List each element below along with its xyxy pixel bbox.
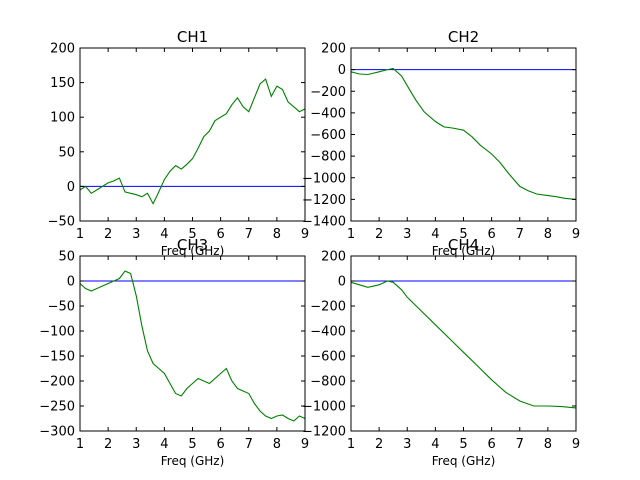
y-tick-label: 0 bbox=[67, 180, 75, 195]
chart-ch3: 1 2 3 4 5 6 7 8 9−300−250−200−150−100−50050CH3Fr… bbox=[39, 236, 309, 468]
x-tick-label: 2 bbox=[375, 227, 383, 242]
chart-ch4: 1 2 3 4 5 6 7 8 9−1200−1000−800−600−400−2000200C… bbox=[302, 236, 580, 468]
x-tick-label: 6 bbox=[487, 227, 495, 242]
x-tick-label: 1 bbox=[347, 227, 355, 242]
x-tick-label: 7 bbox=[516, 227, 524, 242]
x-tick-label: 5 bbox=[459, 227, 467, 242]
chart-ch2: 1 2 3 4 5 6 7 8 9−1400−1200−1000−800−600−400−200… bbox=[302, 28, 580, 258]
y-tick-label: −50 bbox=[48, 300, 75, 315]
x-tick-label: 7 bbox=[245, 437, 253, 452]
axes-frame bbox=[79, 47, 306, 222]
x-axis-label: Freq (GHz) bbox=[161, 244, 225, 258]
x-tick-label: 1 bbox=[76, 437, 84, 452]
y-tick-label: −1000 bbox=[302, 171, 346, 186]
axes-frame bbox=[79, 255, 306, 432]
chart-ch1: 1 2 3 4 5 6 7 8 9 −50 0 50 100 150 200 CH1 Freq (GHz) bbox=[48, 28, 310, 258]
x-tick-label: 7 bbox=[516, 437, 524, 452]
y-tick-label: −100 bbox=[39, 325, 75, 340]
y-tick-label: −200 bbox=[310, 300, 346, 315]
y-tick-label: 50 bbox=[58, 145, 75, 160]
x-tick-label: 1 bbox=[76, 227, 84, 242]
y-tick-label: 200 bbox=[50, 42, 75, 57]
x-tick-label: 4 bbox=[431, 437, 439, 452]
chart-title: CH4 bbox=[448, 236, 479, 254]
x-tick-label: 9 bbox=[301, 227, 309, 242]
x-tick-label: 3 bbox=[132, 227, 140, 242]
y-tick-label: −50 bbox=[48, 215, 75, 230]
x-tick-label: 7 bbox=[245, 227, 253, 242]
x-tick-label: 3 bbox=[403, 227, 411, 242]
measured-line bbox=[351, 280, 576, 409]
x-tick-label: 6 bbox=[487, 437, 495, 452]
y-tick-label: −800 bbox=[310, 150, 346, 165]
x-tick-label: 8 bbox=[273, 227, 281, 242]
x-tick-label: 4 bbox=[160, 227, 168, 242]
x-tick-label: 3 bbox=[403, 437, 411, 452]
x-tick-label: 1 bbox=[347, 437, 355, 452]
x-tick-label: 5 bbox=[188, 437, 196, 452]
y-tick-label: −400 bbox=[310, 325, 346, 340]
y-tick-label: −250 bbox=[39, 400, 75, 415]
x-tick-label: 9 bbox=[301, 437, 309, 452]
y-tick-label: −1200 bbox=[302, 193, 346, 208]
measured-line bbox=[80, 270, 305, 422]
y-tick-label: 200 bbox=[321, 250, 346, 265]
y-tick-label: 50 bbox=[58, 250, 75, 265]
y-tick-label: 0 bbox=[67, 275, 75, 290]
measured-line bbox=[351, 67, 576, 200]
y-tick-label: 0 bbox=[338, 63, 346, 78]
y-tick-label: −600 bbox=[310, 128, 346, 143]
x-tick-label: 3 bbox=[132, 437, 140, 452]
y-tick-label: 100 bbox=[50, 111, 75, 126]
y-tick-label: −1400 bbox=[302, 215, 346, 230]
x-tick-label: 6 bbox=[216, 437, 224, 452]
y-tick-label: −1000 bbox=[302, 400, 346, 415]
y-tick-label: −150 bbox=[39, 350, 75, 365]
y-tick-label: 0 bbox=[338, 275, 346, 290]
y-tick-label: −600 bbox=[310, 350, 346, 365]
x-tick-label: 5 bbox=[188, 227, 196, 242]
x-tick-label: 6 bbox=[216, 227, 224, 242]
x-tick-label: 8 bbox=[273, 437, 281, 452]
x-tick-label: 8 bbox=[544, 227, 552, 242]
y-tick-label: 200 bbox=[321, 42, 346, 57]
x-tick-label: 9 bbox=[572, 227, 580, 242]
x-tick-label: 2 bbox=[104, 437, 112, 452]
x-tick-label: 5 bbox=[459, 437, 467, 452]
x-axis-label: Freq (GHz) bbox=[432, 244, 496, 258]
x-tick-label: 9 bbox=[572, 437, 580, 452]
y-tick-label: −400 bbox=[310, 106, 346, 121]
chart-title: CH1 bbox=[177, 28, 208, 46]
y-tick-label: 150 bbox=[50, 76, 75, 91]
y-tick-label: −800 bbox=[310, 375, 346, 390]
measured-line bbox=[80, 78, 305, 205]
x-tick-label: 8 bbox=[544, 437, 552, 452]
x-tick-label: 2 bbox=[104, 227, 112, 242]
x-axis-label: Freq (GHz) bbox=[432, 454, 496, 468]
chart-title: CH3 bbox=[177, 236, 208, 254]
x-tick-label: 2 bbox=[375, 437, 383, 452]
chart-title: CH2 bbox=[448, 28, 479, 46]
y-tick-label: −300 bbox=[39, 425, 75, 440]
x-axis-label: Freq (GHz) bbox=[161, 454, 225, 468]
y-tick-label: −200 bbox=[39, 375, 75, 390]
x-tick-label: 4 bbox=[160, 437, 168, 452]
x-tick-label: 4 bbox=[431, 227, 439, 242]
y-tick-label: −1200 bbox=[302, 425, 346, 440]
y-tick-label: −200 bbox=[310, 85, 346, 100]
